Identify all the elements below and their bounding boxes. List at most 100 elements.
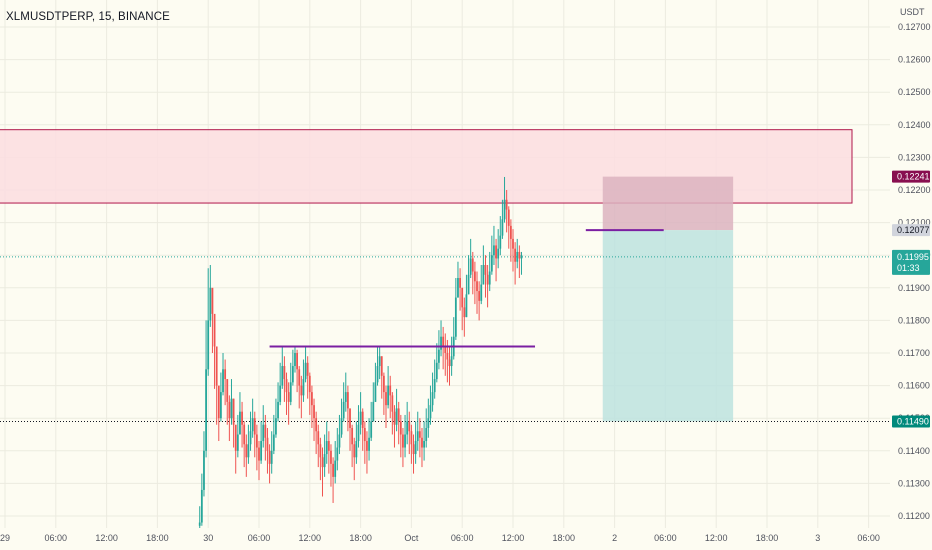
target-price-tag: 0.11490 [897,416,929,426]
position-stop-zone [602,176,734,231]
candle-body [255,434,258,448]
target-price-tag-bg [892,415,930,428]
candle-body [298,369,301,386]
candle-body [319,444,322,458]
candle-body [490,255,493,272]
candle-body [429,405,432,419]
currency-label: USDT [900,7,925,17]
candle-body [258,447,260,461]
candle-body [215,346,218,386]
candle-body [484,264,487,275]
candle-body [361,411,364,428]
time-tick-label: 18:00 [146,533,169,543]
candle-body [467,274,470,295]
candles-group [198,176,523,533]
candle-body [291,366,294,383]
candle-body [370,421,373,438]
candle-body [471,258,474,272]
candle-body [518,251,521,259]
candle-body [376,366,379,383]
candle-body [516,251,519,262]
candle-body [520,255,523,259]
candle-body [317,431,320,445]
time-tick-label: 06:00 [451,533,474,543]
candle-body [277,401,279,419]
price-tick-label: 0.12200 [898,185,931,195]
candle-body [461,287,464,308]
candle-body [463,307,466,318]
candle-body [459,278,461,288]
candle-body [349,408,351,428]
candle-body [239,411,241,435]
current-price-tag: 0.11995 [897,252,929,262]
candle-body [450,356,453,367]
candle-body [260,441,263,461]
candle-body [378,356,381,367]
candle-body [245,444,248,458]
candle-body [359,411,362,425]
candle-body [408,421,411,432]
candle-body [207,320,210,370]
candle-body [351,427,354,445]
candle-body [332,463,334,477]
candle-body [465,294,468,318]
candle-body [262,424,265,442]
price-tick-label: 0.12400 [898,120,931,130]
price-tick-label: 0.11300 [898,478,930,488]
candle-body [512,238,514,249]
candle-body [372,401,375,422]
candle-body [338,434,341,448]
candle-body [391,395,394,412]
candle-body [270,450,273,464]
time-tick-label: 18:00 [349,533,372,543]
candle-body [304,362,307,380]
price-tick-label: 0.12700 [898,22,931,32]
candle-body [205,369,207,451]
candle-body [435,362,438,380]
candle-body [220,392,222,419]
candle-body [387,385,390,406]
candle-body [287,392,290,402]
price-tick-label: 0.11800 [898,315,930,325]
candle-body [418,431,421,438]
time-tick-label: 06:00 [45,533,68,543]
candle-body [342,401,345,419]
time-tick-label: 12:00 [95,533,118,543]
candle-body [414,441,417,455]
candle-body [340,418,343,435]
candle-body [275,418,277,435]
candle-body [285,379,288,393]
countdown-tag: 01:33 [897,263,920,273]
candle-body [493,245,495,256]
candle-body [200,489,203,523]
candle-body [469,258,472,275]
candle-body [374,382,377,402]
candle-body [480,284,483,301]
candle-body [323,454,326,468]
candle-body [363,427,366,442]
price-tick-label: 0.11600 [898,381,930,391]
candle-body [311,392,313,406]
candle-body [247,444,250,458]
candle-body [507,209,510,226]
candle-body [357,424,360,442]
price-tick-label: 0.12300 [898,152,931,162]
price-tick-label: 0.12500 [898,87,931,97]
time-tick-label: 06:00 [248,533,271,543]
candle-body [488,271,491,285]
current-price-tag-bg [892,249,930,275]
candle-body [264,424,267,438]
candle-body [330,450,332,464]
candle-body [505,199,508,210]
candle-body [243,424,246,445]
candle-body [198,522,201,526]
candle-body [497,248,500,259]
candle-body [427,418,430,428]
time-tick-label: 18:00 [553,533,576,543]
entry-price-tag: 0.12077 [897,225,930,235]
candle-body [406,421,409,435]
candle-body [327,441,330,451]
candle-body [397,408,400,422]
